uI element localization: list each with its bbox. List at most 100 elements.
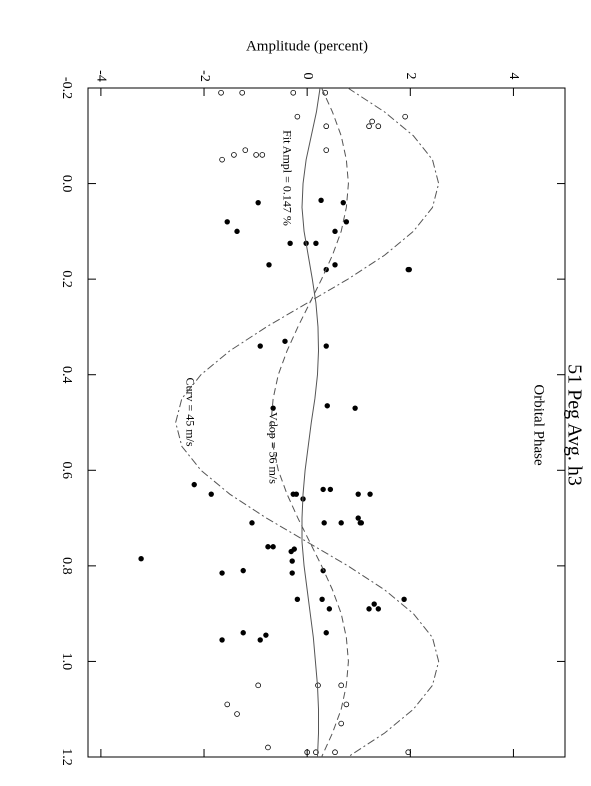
- filled-point: [358, 520, 365, 526]
- open-point: [304, 749, 310, 756]
- filled-point: [324, 403, 330, 409]
- filled-point: [224, 219, 230, 225]
- filled-point: [332, 228, 338, 235]
- fit-curve: [270, 87, 349, 758]
- filled-point: [367, 491, 373, 497]
- filled-point: [234, 228, 240, 235]
- filled-point: [191, 481, 197, 488]
- open-point: [231, 152, 237, 158]
- chart-title: 51 Peg Avg. h3: [563, 364, 585, 486]
- filled-point: [355, 515, 361, 521]
- x-tick-label: 1.0: [59, 653, 74, 671]
- open-point: [259, 152, 266, 158]
- filled-point: [323, 630, 329, 636]
- filled-point: [375, 606, 382, 612]
- x-tick-label: 0.6: [59, 462, 74, 480]
- filled-point: [138, 555, 144, 562]
- filled-point: [270, 405, 276, 411]
- filled-point: [240, 567, 246, 574]
- open-point: [343, 701, 350, 708]
- filled-point: [263, 632, 269, 638]
- filled-point: [319, 596, 325, 603]
- y-tick-label: 4: [506, 73, 521, 80]
- x-tick-label: 0.0: [59, 175, 74, 193]
- open-point: [366, 123, 372, 130]
- open-point: [323, 147, 330, 153]
- x-tick-label: -0.2: [59, 77, 74, 99]
- y-tick-label: -4: [94, 70, 109, 82]
- filled-point: [293, 491, 300, 497]
- filled-point: [313, 240, 319, 247]
- open-point: [402, 113, 408, 120]
- filled-point: [294, 596, 301, 603]
- filled-point: [321, 520, 327, 526]
- open-point: [255, 682, 261, 689]
- fit-curve: [301, 87, 321, 758]
- y-tick-label: 2: [403, 73, 418, 80]
- filled-point: [265, 544, 271, 550]
- filled-point: [340, 199, 346, 206]
- filled-point: [289, 570, 295, 576]
- open-point: [219, 156, 225, 163]
- filled-point: [270, 544, 276, 550]
- open-point: [313, 749, 319, 756]
- filled-point: [320, 486, 326, 493]
- filled-point: [343, 219, 350, 225]
- filled-point: [257, 343, 263, 349]
- open-point: [265, 744, 271, 751]
- open-point: [323, 123, 330, 130]
- filled-point: [323, 343, 329, 349]
- filled-point: [249, 520, 255, 526]
- open-point: [375, 123, 382, 130]
- y-tick-label: -2: [197, 70, 212, 82]
- open-point: [369, 118, 375, 125]
- filled-point: [401, 596, 407, 603]
- open-point: [253, 152, 259, 158]
- open-point: [239, 89, 245, 96]
- filled-point: [338, 520, 344, 526]
- open-point: [322, 89, 329, 96]
- open-point: [224, 701, 231, 708]
- filled-point: [282, 338, 288, 344]
- open-point: [294, 113, 301, 120]
- filled-point: [289, 558, 295, 564]
- filled-point: [332, 262, 338, 268]
- filled-point: [352, 405, 358, 411]
- filled-point: [366, 606, 372, 612]
- open-point: [338, 682, 344, 689]
- filled-point: [287, 240, 293, 247]
- filled-point: [255, 199, 261, 206]
- x-tick-label: 0.8: [59, 557, 74, 575]
- plot-frame: [87, 87, 566, 758]
- annotation: Curv = 45 m/s: [183, 377, 197, 446]
- open-point: [332, 749, 338, 756]
- x-axis-label: Orbital Phase: [531, 384, 547, 466]
- fit-curve: [175, 87, 440, 758]
- annotation: Fit Ampl = 0.147 %: [280, 130, 294, 226]
- filled-point: [318, 197, 324, 203]
- filled-point: [257, 637, 263, 643]
- open-point: [218, 89, 224, 96]
- filled-point: [240, 630, 246, 636]
- filled-point: [208, 491, 214, 497]
- open-point: [242, 147, 249, 153]
- filled-point: [371, 601, 377, 607]
- filled-point: [219, 637, 225, 643]
- y-axis-label: Amplitude (percent): [246, 38, 368, 54]
- filled-point: [355, 491, 361, 497]
- open-point: [290, 89, 297, 96]
- x-tick-label: 1.2: [59, 748, 74, 766]
- filled-point: [266, 262, 272, 268]
- open-point: [405, 749, 412, 756]
- filled-point: [291, 546, 297, 552]
- filled-point: [406, 266, 412, 273]
- filled-point: [327, 486, 334, 493]
- x-tick-label: 0.4: [59, 366, 74, 384]
- x-tick-label: 0.2: [59, 270, 74, 288]
- filled-point: [219, 570, 225, 576]
- y-tick-label: 0: [300, 73, 315, 80]
- filled-point: [326, 606, 333, 612]
- open-point: [234, 711, 240, 717]
- open-point: [338, 720, 344, 727]
